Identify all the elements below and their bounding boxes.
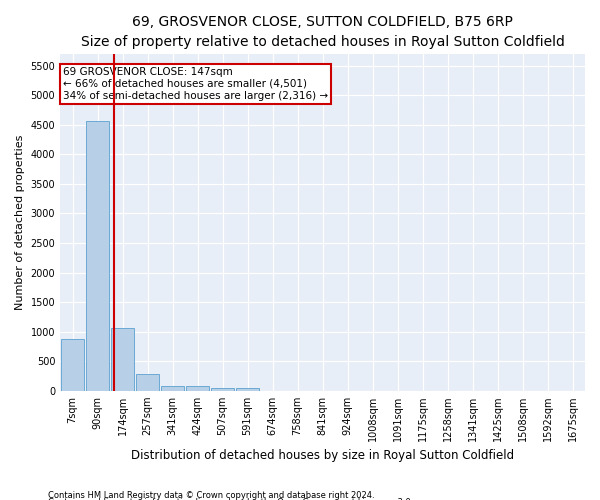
- Bar: [61, 339, 84, 391]
- Text: Contains HM Land Registry data © Crown copyright and database right 2024.: Contains HM Land Registry data © Crown c…: [48, 490, 374, 500]
- Bar: [136, 374, 159, 391]
- Title: 69, GROSVENOR CLOSE, SUTTON COLDFIELD, B75 6RP
Size of property relative to deta: 69, GROSVENOR CLOSE, SUTTON COLDFIELD, B…: [80, 15, 565, 48]
- X-axis label: Distribution of detached houses by size in Royal Sutton Coldfield: Distribution of detached houses by size …: [131, 450, 514, 462]
- Bar: [86, 121, 109, 391]
- Bar: [112, 328, 134, 391]
- Y-axis label: Number of detached properties: Number of detached properties: [15, 134, 25, 310]
- Bar: [161, 386, 184, 391]
- Bar: [211, 388, 234, 391]
- Text: Contains public sector information licensed under the Open Government Licence v3: Contains public sector information licen…: [48, 498, 413, 500]
- Bar: [236, 388, 259, 391]
- Text: 69 GROSVENOR CLOSE: 147sqm
← 66% of detached houses are smaller (4,501)
34% of s: 69 GROSVENOR CLOSE: 147sqm ← 66% of deta…: [63, 68, 328, 100]
- Bar: [187, 386, 209, 391]
